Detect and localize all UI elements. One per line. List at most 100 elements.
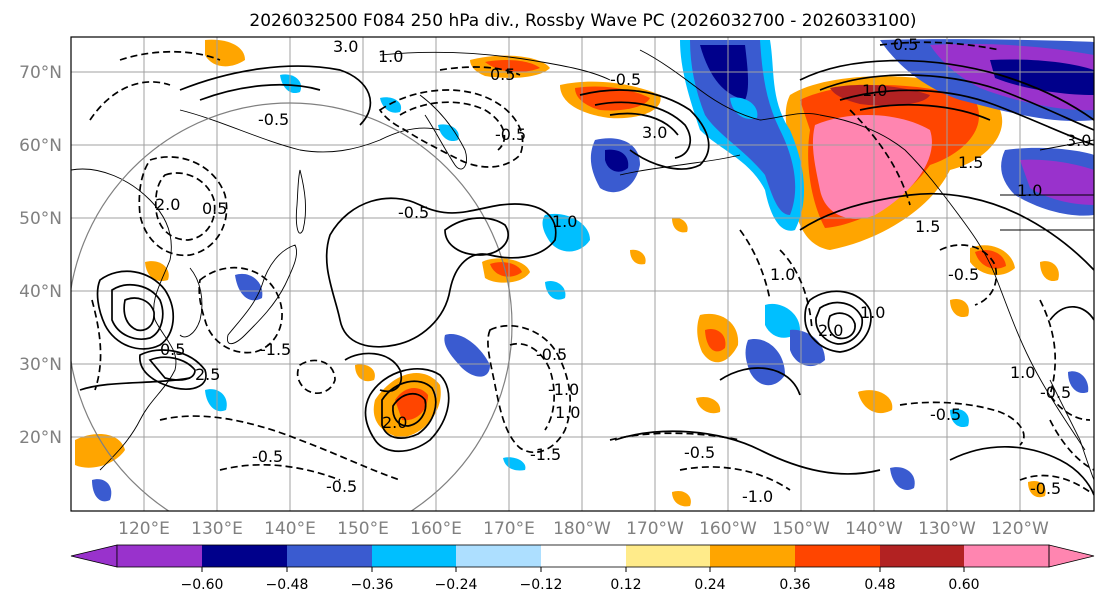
pos-contour	[859, 103, 991, 121]
pos-contour	[199, 83, 321, 101]
contour-label: 2.0	[382, 413, 407, 432]
pos-contour	[79, 377, 191, 391]
contour-label: -0.5	[326, 477, 357, 496]
colorbar-label: 0.12	[610, 577, 641, 593]
neg-contour	[154, 172, 216, 241]
pos-contour	[614, 430, 881, 475]
pos-contour	[819, 74, 1094, 131]
colorbar-label: 0.60	[948, 577, 979, 593]
div-fill-pink	[812, 114, 932, 219]
rossby-wave-contours-negative	[89, 41, 1094, 493]
contour-label: -0.5	[610, 70, 641, 89]
neg-contour	[198, 266, 283, 354]
conv-fill-skyblue-7	[205, 389, 227, 412]
lat-label-20n: 20°N	[19, 428, 62, 448]
contour-label: 1.0	[378, 47, 403, 66]
coast-kamchatka	[419, 94, 467, 170]
contour-label: -1.5	[530, 445, 561, 464]
coast-chukotka	[379, 51, 611, 81]
div-fill-orange-13	[950, 298, 969, 318]
conv-fill-blue-6	[235, 273, 263, 301]
neg-contour	[89, 81, 171, 121]
pos-contour	[111, 283, 164, 340]
conv-fill-blue-9	[790, 329, 825, 367]
coast-korea	[179, 267, 203, 338]
colorbar-bin-1	[117, 545, 202, 567]
conv-fill-blue-7	[92, 479, 112, 502]
pos-contour	[827, 312, 856, 340]
conv-fill-navy	[990, 59, 1094, 95]
neg-contour	[779, 249, 813, 331]
colorbar-label: 0.36	[779, 577, 810, 593]
contour-label: 1.0	[1010, 363, 1035, 382]
contour-label: -0.5	[495, 125, 526, 144]
lon-label-120e: 120°E	[118, 519, 170, 539]
conv-fill-blue-5	[444, 334, 490, 377]
colorbar-label: 0.24	[694, 577, 725, 593]
divergence-fill-layer	[75, 39, 1094, 507]
colorbar-bin-9	[795, 545, 880, 567]
contour-label: 3.0	[1066, 131, 1091, 150]
neg-contour	[138, 156, 228, 257]
lat-label-50n: 50°N	[19, 209, 62, 229]
contour-label: -0.5	[684, 443, 715, 462]
div-fill-orange-18	[672, 490, 691, 507]
conv-fill-navy-3	[605, 149, 629, 172]
neg-contour	[219, 463, 341, 481]
coast-alaska-west	[639, 49, 821, 121]
neg-contour	[509, 342, 555, 431]
neg-contour	[849, 109, 911, 206]
pos-contour	[444, 217, 509, 256]
colorbar-bin-6	[541, 545, 626, 567]
contour-label: -1.5	[260, 340, 291, 359]
contour-label: 0.5	[160, 340, 185, 359]
neg-contour	[487, 325, 571, 454]
pos-contour	[719, 367, 801, 396]
lon-label-160w: 160°W	[699, 519, 757, 539]
contour-label: 1.0	[555, 403, 580, 422]
pos-contour	[799, 192, 1094, 271]
neg-contour	[679, 466, 791, 491]
lon-label-130e: 130°E	[191, 519, 243, 539]
colorbar-label: −0.48	[266, 577, 309, 593]
pos-contour	[381, 380, 437, 439]
lat-label-40n: 40°N	[19, 282, 62, 302]
contour-label: -0.5	[398, 203, 429, 222]
colorbar-label: −0.12	[520, 577, 563, 593]
div-fill-orange-10	[858, 390, 893, 414]
div-fill-orange-17	[696, 396, 721, 414]
conv-fill-purple-2	[1020, 159, 1094, 205]
contour-label: 1.0	[770, 265, 795, 284]
contour-label: -1.0	[548, 380, 579, 399]
div-fill-orange-7	[205, 39, 245, 67]
contour-label: 1.0	[860, 303, 885, 322]
lon-label-180w: 180°W	[553, 519, 611, 539]
colorbar-ticks	[201, 567, 965, 572]
contour-label: -0.5	[536, 345, 567, 364]
lat-label-70n: 70°N	[19, 63, 62, 83]
contour-label: 1.0	[1017, 181, 1042, 200]
conv-fill-blue-10	[890, 467, 915, 490]
div-fill-orange-19	[355, 364, 375, 382]
lon-label-130w: 130°W	[918, 519, 976, 539]
colorbar-extend-max	[1048, 544, 1095, 568]
colorbar-label: −0.24	[435, 577, 478, 593]
pos-contour	[579, 89, 710, 170]
colorbar-bin-3	[287, 545, 372, 567]
contour-label: -0.5	[1030, 479, 1061, 498]
contour-label: 3.0	[642, 123, 667, 142]
contour-label: 1.0	[552, 212, 577, 231]
div-fill-red-6	[705, 328, 726, 352]
contour-label: 0.5	[893, 35, 918, 54]
conv-fill-blue-3	[690, 40, 796, 215]
colorbar-bin-8	[710, 545, 795, 567]
conv-fill-skyblue-9	[950, 408, 969, 428]
colorbar-bin-7	[626, 545, 710, 567]
lat-label-60n: 60°N	[19, 136, 62, 156]
pos-contour	[392, 392, 427, 427]
conv-fill-skyblue-6	[438, 124, 459, 142]
contour-label: 1.5	[915, 217, 940, 236]
pos-contour	[609, 112, 679, 136]
neg-contour	[609, 432, 741, 441]
